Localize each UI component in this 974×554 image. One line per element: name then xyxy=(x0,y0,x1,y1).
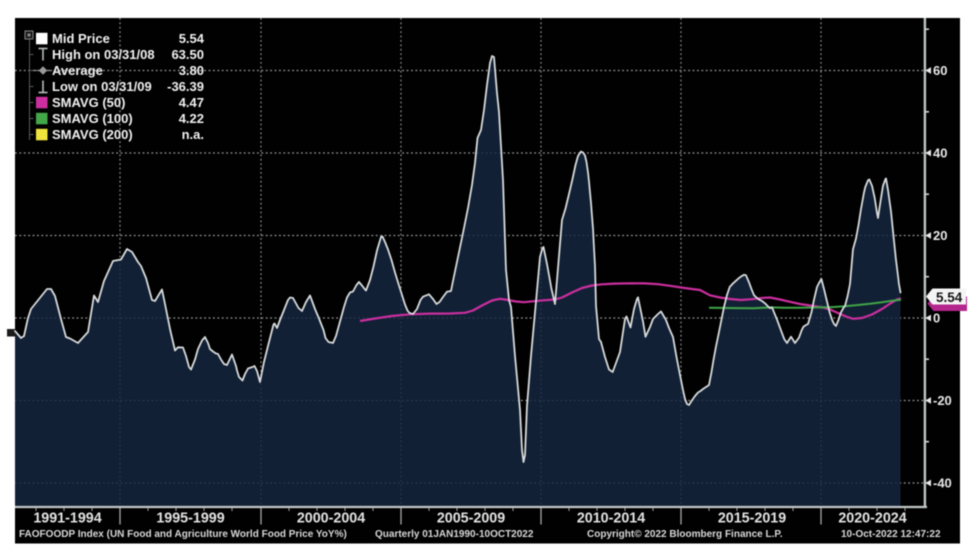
svg-text:Average: Average xyxy=(52,63,103,78)
svg-text:63.50: 63.50 xyxy=(171,47,204,62)
svg-text:0: 0 xyxy=(933,311,940,326)
svg-text:Low on 03/31/09: Low on 03/31/09 xyxy=(52,79,152,94)
svg-text:n.a.: n.a. xyxy=(182,127,204,142)
svg-text:FAOFOODP Index (UN Food and Ag: FAOFOODP Index (UN Food and Agriculture … xyxy=(19,529,347,540)
svg-text:1991-1994: 1991-1994 xyxy=(33,511,101,527)
svg-text:4.22: 4.22 xyxy=(179,111,204,126)
svg-text:60: 60 xyxy=(933,63,947,78)
svg-text:2015-2019: 2015-2019 xyxy=(718,511,786,527)
svg-text:2020-2024: 2020-2024 xyxy=(838,511,906,527)
svg-text:SMAVG (200): SMAVG (200) xyxy=(52,127,133,142)
svg-text:Mid Price: Mid Price xyxy=(52,31,110,46)
svg-text:2000-2004: 2000-2004 xyxy=(297,511,365,527)
svg-text:5.54: 5.54 xyxy=(179,31,205,46)
svg-text:-20: -20 xyxy=(933,393,952,408)
svg-text:10-Oct-2022 12:47:22: 10-Oct-2022 12:47:22 xyxy=(841,529,941,540)
svg-text:-40: -40 xyxy=(933,476,952,491)
svg-text:40: 40 xyxy=(933,146,947,161)
svg-text:Copyright© 2022 Bloomberg Fina: Copyright© 2022 Bloomberg Finance L.P. xyxy=(587,529,783,540)
svg-text:5.54: 5.54 xyxy=(936,290,963,305)
svg-text:Quarterly 01JAN1990-10OCT2022: Quarterly 01JAN1990-10OCT2022 xyxy=(375,529,534,540)
svg-text:High on 03/31/08: High on 03/31/08 xyxy=(52,47,155,62)
svg-text:2005-2009: 2005-2009 xyxy=(437,511,505,527)
svg-text:SMAVG (100): SMAVG (100) xyxy=(52,111,133,126)
svg-text:1995-1999: 1995-1999 xyxy=(156,511,224,527)
svg-text:-36.39: -36.39 xyxy=(167,79,204,94)
svg-text:20: 20 xyxy=(933,228,947,243)
svg-text:3.80: 3.80 xyxy=(179,63,204,78)
svg-text:4.47: 4.47 xyxy=(179,95,204,110)
svg-text:SMAVG (50): SMAVG (50) xyxy=(52,95,125,110)
svg-text:2010-2014: 2010-2014 xyxy=(577,511,645,527)
